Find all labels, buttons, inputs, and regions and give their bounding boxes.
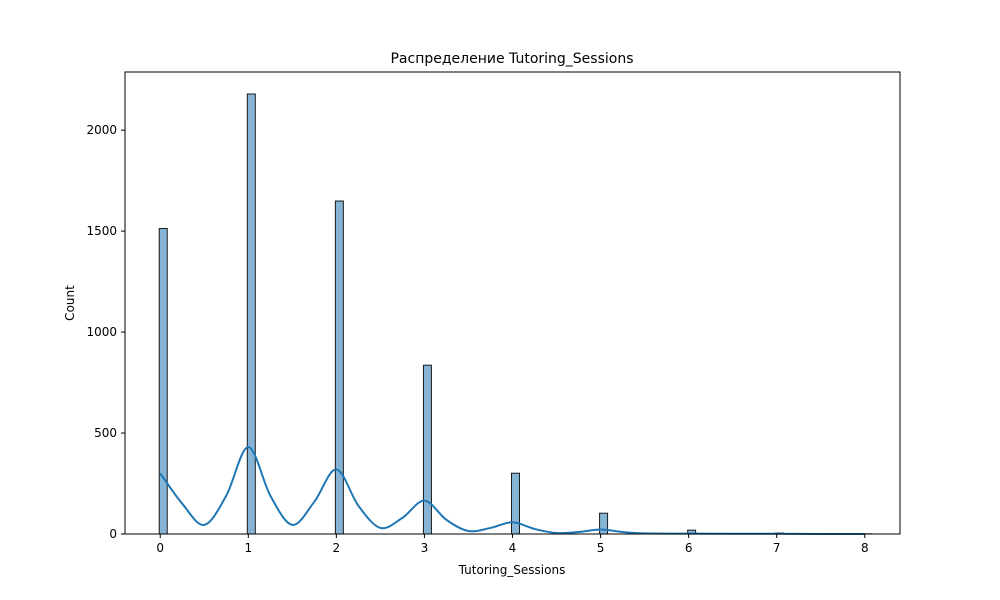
plot-frame	[124, 71, 901, 535]
x-axis-label: Tutoring_Sessions	[458, 563, 566, 577]
y-tick-label-2000: 2000	[86, 123, 117, 137]
x-tick-label-8: 8	[861, 541, 869, 555]
x-tick-label-0: 0	[156, 541, 164, 555]
bar-4	[511, 472, 520, 535]
x-tick-label-6: 6	[685, 541, 693, 555]
y-tick-label-0: 0	[109, 527, 117, 541]
y-tick-label-1000: 1000	[86, 325, 117, 339]
bar-1	[246, 93, 256, 535]
bars-layer	[158, 93, 873, 535]
chart-title: Распределение Tutoring_Sessions	[390, 51, 633, 67]
bar-2	[334, 200, 344, 535]
x-tick-label-5: 5	[597, 541, 605, 555]
y-tick-label-1500: 1500	[86, 224, 117, 238]
x-tick-label-3: 3	[421, 541, 429, 555]
x-axis: 0 1 2 3 4 5 6 7 8	[156, 534, 869, 555]
y-axis-label: Count	[63, 285, 77, 321]
bar-3	[422, 364, 432, 535]
y-tick-label-500: 500	[94, 426, 117, 440]
x-tick-label-4: 4	[509, 541, 517, 555]
x-tick-label-1: 1	[244, 541, 252, 555]
x-tick-label-2: 2	[333, 541, 341, 555]
y-axis: 0 500 1000 1500 2000	[86, 123, 125, 541]
x-tick-label-7: 7	[773, 541, 781, 555]
bar-0	[158, 227, 168, 535]
